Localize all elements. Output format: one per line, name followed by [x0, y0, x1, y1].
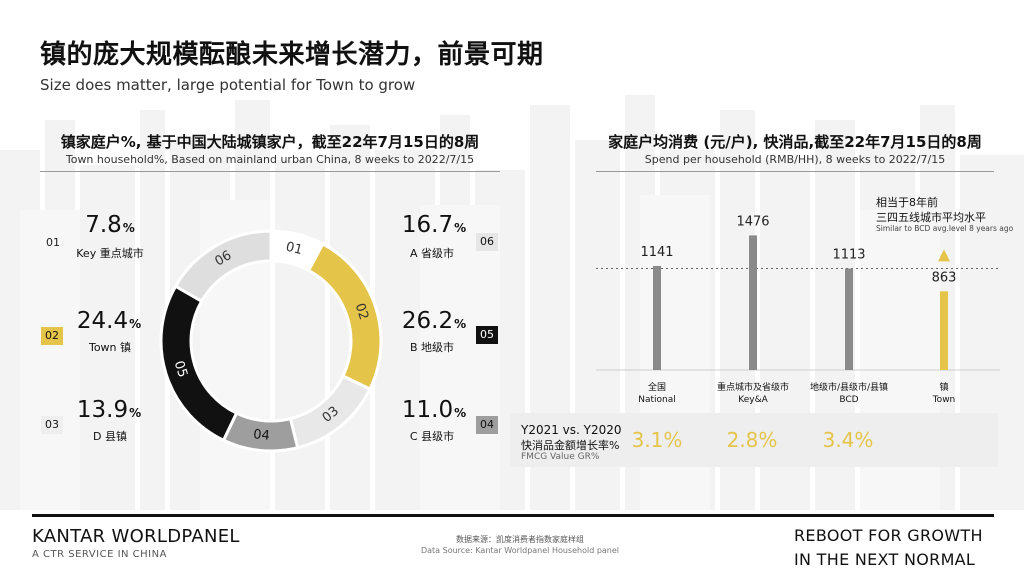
legend-value-c-unit: %	[454, 406, 467, 420]
legend-id-01: 01	[46, 236, 60, 249]
bar-national	[653, 265, 661, 370]
donut-chart-title: 镇家庭户%, 基于中国大陆城镇家户，截至22年7月15日的8周	[60, 133, 480, 151]
donut-header-divider	[40, 171, 500, 172]
legend-value-key-num: 7.8	[85, 212, 122, 238]
legend-value-d-num: 13.9	[76, 397, 129, 423]
legend-label-b: B 地级市	[409, 341, 455, 354]
bar-value-label-0: 1141	[640, 245, 673, 260]
donut-label-04: 04	[252, 427, 270, 444]
bar-value-label-3: 863	[932, 270, 957, 285]
annotation-cn-line1: 相当于8年前	[876, 196, 938, 209]
bar-value-label-1: 1476	[736, 214, 769, 229]
bar-chart-title: 家庭户均消费 (元/户), 快消品,截至22年7月15日的8周	[608, 133, 982, 151]
bar-category-en-2: BCD	[839, 395, 858, 405]
footer-divider	[32, 514, 994, 517]
page-subtitle: Size does matter, large potential for To…	[40, 76, 416, 94]
growth-rate-panel	[510, 413, 998, 467]
donut-label-01: 01	[284, 240, 304, 259]
legend-value-town-num: 24.4	[76, 308, 129, 334]
legend-value-key: 7.8%	[70, 212, 150, 238]
growth-value-national: 3.1%	[631, 428, 683, 452]
legend-label-d: D 县镇	[93, 430, 127, 443]
legend-id-06: 06	[476, 233, 498, 251]
legend-value-c-num: 11.0	[401, 397, 454, 423]
legend-label-key: Key 重点城市	[76, 247, 144, 260]
tagline-line2: IN THE NEXT NORMAL	[794, 550, 976, 569]
bar-town	[940, 291, 948, 370]
legend-value-d: 13.9%	[64, 397, 154, 423]
legend-value-b-unit: %	[454, 317, 467, 331]
bar-chart: 1141 全国 National 1476 重点城市及省级市 Key&A 1113 地级市/县…	[596, 214, 1000, 405]
growth-value-bcd: 3.4%	[822, 428, 874, 452]
bar-category-cn-3: 镇	[939, 381, 948, 393]
bar-category-cn-2: 地级市/县级市/县镇	[810, 381, 888, 393]
legend-value-town-unit: %	[129, 317, 142, 331]
legend-id-05: 05	[476, 326, 498, 344]
up-arrow-icon	[938, 249, 950, 262]
legend-id-04: 04	[476, 416, 498, 434]
growth-title-line2: 快消品金额增长率%	[521, 439, 620, 452]
brand-subtitle: A CTR SERVICE IN CHINA	[32, 549, 167, 560]
growth-title-line1: Y2021 vs. Y2020	[521, 423, 622, 437]
growth-value-key-a: 2.8%	[726, 428, 778, 452]
legend-value-b: 26.2%	[386, 308, 482, 334]
bar-category-cn-0: 全国	[648, 381, 666, 393]
brand-logo: KANTAR WORLDPANEL	[32, 526, 240, 547]
donut-chart-subtitle: Town household%, Based on mainland urban…	[65, 153, 475, 166]
legend-id-03: 03	[41, 416, 63, 434]
tagline: REBOOT FOR GROWTH IN THE NEXT NORMAL	[794, 524, 983, 572]
donut-label-05: 05	[171, 359, 190, 379]
annotation-en: Similar to BCD avg.level 8 years ago	[876, 224, 1014, 233]
bar-bcd	[845, 268, 853, 370]
source-en: Data Source: Kantar Worldpanel Household…	[420, 546, 620, 555]
donut-label-02: 02	[352, 301, 371, 321]
legend-value-key-unit: %	[122, 221, 135, 235]
donut-label-06: 06	[212, 248, 234, 269]
growth-title-line3: FMCG Value GR%	[521, 452, 600, 462]
legend-label-town: Town 镇	[88, 341, 132, 354]
legend-value-town: 24.4%	[64, 308, 154, 334]
legend-id-02: 02	[41, 327, 63, 345]
legend-label-c: C 县级市	[409, 430, 455, 443]
bar-category-en-1: Key&A	[738, 395, 768, 405]
legend-value-c: 11.0%	[386, 397, 482, 423]
legend-value-b-num: 26.2	[401, 308, 454, 334]
tagline-line1: REBOOT FOR GROWTH	[794, 526, 983, 545]
bar-category-cn-1: 重点城市及省级市	[717, 381, 789, 393]
page-title: 镇的庞大规模酝酿未来增长潜力，前景可期	[40, 40, 544, 70]
legend-value-d-unit: %	[129, 406, 142, 420]
legend-value-a-num: 16.7	[401, 212, 454, 238]
bar-chart-subtitle: Spend per household (RMB/HH), 8 weeks to…	[644, 153, 946, 166]
legend-label-a: A 省级市	[409, 247, 455, 260]
bar-key-a	[749, 235, 757, 370]
source-cn: 数据来源：凯度消费者指数家庭样组	[456, 535, 584, 544]
legend-value-a-unit: %	[454, 221, 467, 235]
legend-value-a: 16.7%	[386, 212, 482, 238]
annotation-cn-line2: 三四五线城市平均水平	[876, 211, 986, 224]
donut-segment-06	[173, 229, 273, 304]
bar-header-divider	[596, 171, 994, 172]
bar-value-label-2: 1113	[832, 248, 865, 263]
bar-category-en-0: National	[638, 395, 676, 405]
bar-category-en-3: Town	[932, 395, 956, 405]
